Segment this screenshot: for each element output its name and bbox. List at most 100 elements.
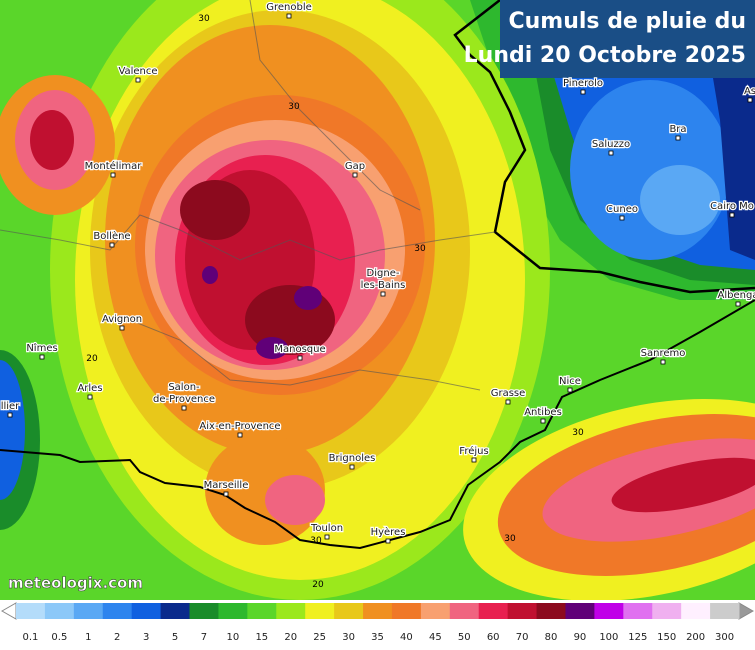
city-label: Bollène — [93, 230, 130, 242]
city-label: Nice — [559, 376, 581, 387]
coastline — [0, 299, 755, 550]
city-dot — [567, 387, 573, 393]
legend-label: 5 — [172, 632, 178, 643]
legend-swatch — [565, 603, 595, 619]
field — [640, 165, 720, 235]
legend-label: 90 — [574, 632, 587, 643]
legend-label: 50 — [458, 632, 471, 643]
contour-label: 30 — [504, 534, 516, 544]
city-label: Hyères — [371, 526, 406, 538]
legend-label: 100 — [599, 632, 618, 643]
legend-swatch — [652, 603, 682, 619]
city-dot — [747, 97, 753, 103]
city-dot — [735, 301, 741, 307]
legend-label: 7 — [201, 632, 207, 643]
city-dot — [385, 538, 391, 544]
legend-swatch — [420, 603, 451, 619]
legend: 0.1 0.5 1 2 3 5 7 10 15 20 25 30 35 40 45 50 60 70 80 90 100… — [16, 603, 740, 643]
city-dot — [181, 405, 187, 411]
legend-label: 150 — [657, 632, 676, 643]
city-label: Fréjus — [459, 445, 488, 457]
city-label: Saluzzo — [592, 139, 630, 150]
border — [453, 0, 755, 294]
contour-label: 30 — [198, 14, 210, 24]
city-dot — [608, 150, 614, 156]
city-dot — [349, 464, 355, 470]
city-dot — [505, 399, 511, 405]
legend-swatch — [276, 603, 306, 619]
department-lines — [0, 0, 496, 391]
field — [0, 360, 25, 500]
city-dot — [110, 172, 116, 178]
legend-label: 60 — [487, 632, 500, 643]
legend-swatch — [449, 603, 480, 619]
legend-swatch — [710, 603, 740, 619]
city-label: les-Bains — [361, 280, 406, 291]
legend-label: 20 — [284, 632, 297, 643]
city-label: Avignon — [102, 314, 142, 325]
city-label: Cuneo — [606, 204, 638, 215]
legend-label: 300 — [715, 632, 734, 643]
city-label: Brignoles — [329, 453, 376, 464]
legend-swatch — [305, 603, 335, 619]
legend-swatch — [16, 603, 46, 619]
city-label: Marseille — [204, 480, 249, 491]
legend-swatch — [334, 603, 364, 619]
city-dot — [675, 135, 681, 141]
legend-label: 30 — [342, 632, 355, 643]
title: Lundi 20 Octobre 2025 — [464, 43, 746, 68]
legend-swatch — [681, 603, 711, 619]
legend-swatch — [160, 603, 191, 619]
city-label: Gap — [345, 161, 365, 172]
legend-swatch — [102, 603, 133, 619]
field — [265, 475, 325, 525]
city-label: Cairo Mo — [710, 201, 754, 212]
city-label: Pinerolo — [563, 78, 603, 89]
city-dot — [119, 325, 125, 331]
legend-label: 15 — [255, 632, 268, 643]
legend-swatch — [478, 603, 509, 619]
contour-label: 30 — [288, 102, 300, 112]
city-label: Salon- — [168, 382, 200, 393]
city-dot — [286, 13, 292, 19]
legend-label: 10 — [227, 632, 240, 643]
legend-swatch — [507, 603, 538, 619]
legend-label: 80 — [545, 632, 558, 643]
contour-label: 30 — [414, 244, 426, 254]
city-label: Sanremo — [641, 348, 686, 359]
legend-label: 2 — [114, 632, 120, 643]
legend-label: 125 — [628, 632, 647, 643]
contour-labels: 30 30 30 30 30 30 20 20 — [86, 14, 584, 590]
city-dot — [729, 212, 735, 218]
legend-swatch — [44, 603, 75, 619]
legend-swatch — [189, 603, 219, 619]
legend-swatch — [623, 603, 653, 619]
legend-label: 70 — [516, 632, 529, 643]
city-label: As — [744, 86, 755, 97]
city-dot — [237, 432, 243, 438]
city-label: Aix-en-Provence — [199, 421, 280, 432]
city-dot — [109, 242, 115, 248]
places: Grenoble Valence Montélimar Bollène Avignon N… — [0, 1, 755, 544]
field — [294, 286, 322, 310]
legend-label: 0.1 — [23, 632, 39, 643]
city-label: Arles — [77, 383, 102, 394]
city-label: Nîmes — [26, 342, 57, 354]
field — [256, 337, 288, 359]
city-label: Valence — [118, 66, 157, 77]
city-dot — [352, 172, 358, 178]
legend-label: 45 — [429, 632, 442, 643]
field — [30, 110, 74, 170]
legend-swatch — [73, 603, 104, 619]
contour-label: 20 — [86, 354, 98, 364]
legend-label: 35 — [371, 632, 384, 643]
field — [611, 457, 755, 513]
city-dot — [223, 491, 229, 497]
city-label: llier — [1, 401, 20, 412]
contour-label: 20 — [312, 580, 324, 590]
field — [570, 80, 730, 260]
city-label: Grenoble — [266, 2, 312, 13]
legend-swatch — [363, 603, 393, 619]
title-box — [500, 0, 755, 78]
